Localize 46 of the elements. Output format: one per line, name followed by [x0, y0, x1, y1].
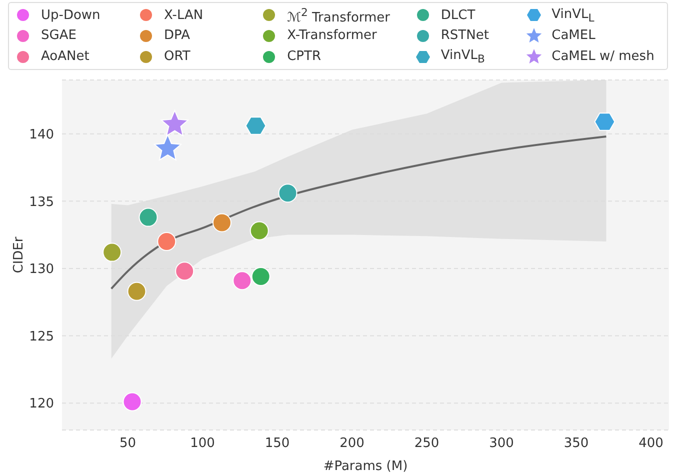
x-tick-label: 100	[190, 436, 215, 452]
point	[245, 116, 266, 135]
point	[232, 271, 252, 290]
point	[138, 208, 158, 227]
point	[250, 221, 269, 240]
x-tick-label: 350	[564, 436, 589, 452]
point	[212, 213, 232, 232]
y-tick-label: 130	[29, 262, 54, 278]
point	[127, 282, 146, 301]
x-tick-label: 150	[264, 436, 290, 452]
point	[157, 232, 176, 252]
y-tick-label: 120	[29, 396, 54, 412]
legend-label: VinVL$_{B}$	[440, 48, 485, 66]
line-series	[110, 136, 608, 290]
y-axis-title: CIDEr	[12, 236, 27, 274]
legend-label: SGAE	[41, 28, 76, 44]
point	[102, 242, 122, 262]
legend-label: DPA	[164, 28, 190, 44]
y-tick-label: 135	[29, 194, 54, 210]
legend-label: ℳ$^{2}$ Transformer	[287, 6, 390, 25]
point	[160, 110, 189, 136]
legend-label: CaMEL w/ mesh	[552, 49, 654, 64]
legend-label: Up-Down	[41, 8, 100, 23]
y-tick-label: 140	[29, 127, 54, 142]
x-axis-title: #Params (M)	[323, 459, 408, 474]
legend-label: X-Transformer	[287, 28, 377, 44]
y-tick-label: 125	[29, 329, 54, 344]
legend-label: CPTR	[287, 49, 321, 64]
x-tick-label: 300	[489, 436, 514, 452]
point	[278, 184, 298, 203]
point	[175, 262, 194, 281]
x-tick-label: 200	[340, 436, 364, 452]
legend-label: X-LAN	[164, 8, 204, 23]
legend-label: DLCT	[440, 8, 476, 23]
legend-label: AoANet	[41, 49, 90, 64]
point	[251, 267, 270, 286]
x-tick-label: 400	[638, 436, 664, 452]
x-tick-label: 250	[414, 436, 440, 452]
point	[594, 112, 616, 131]
legend-label: CaMEL	[552, 28, 596, 44]
legend-label: RSTNet	[440, 28, 489, 44]
point	[154, 134, 182, 160]
legend-label: VinVL$_{L}$	[552, 6, 594, 24]
legend-label: ORT	[164, 49, 190, 64]
point	[122, 392, 142, 412]
x-tick-label: 50	[120, 436, 136, 452]
